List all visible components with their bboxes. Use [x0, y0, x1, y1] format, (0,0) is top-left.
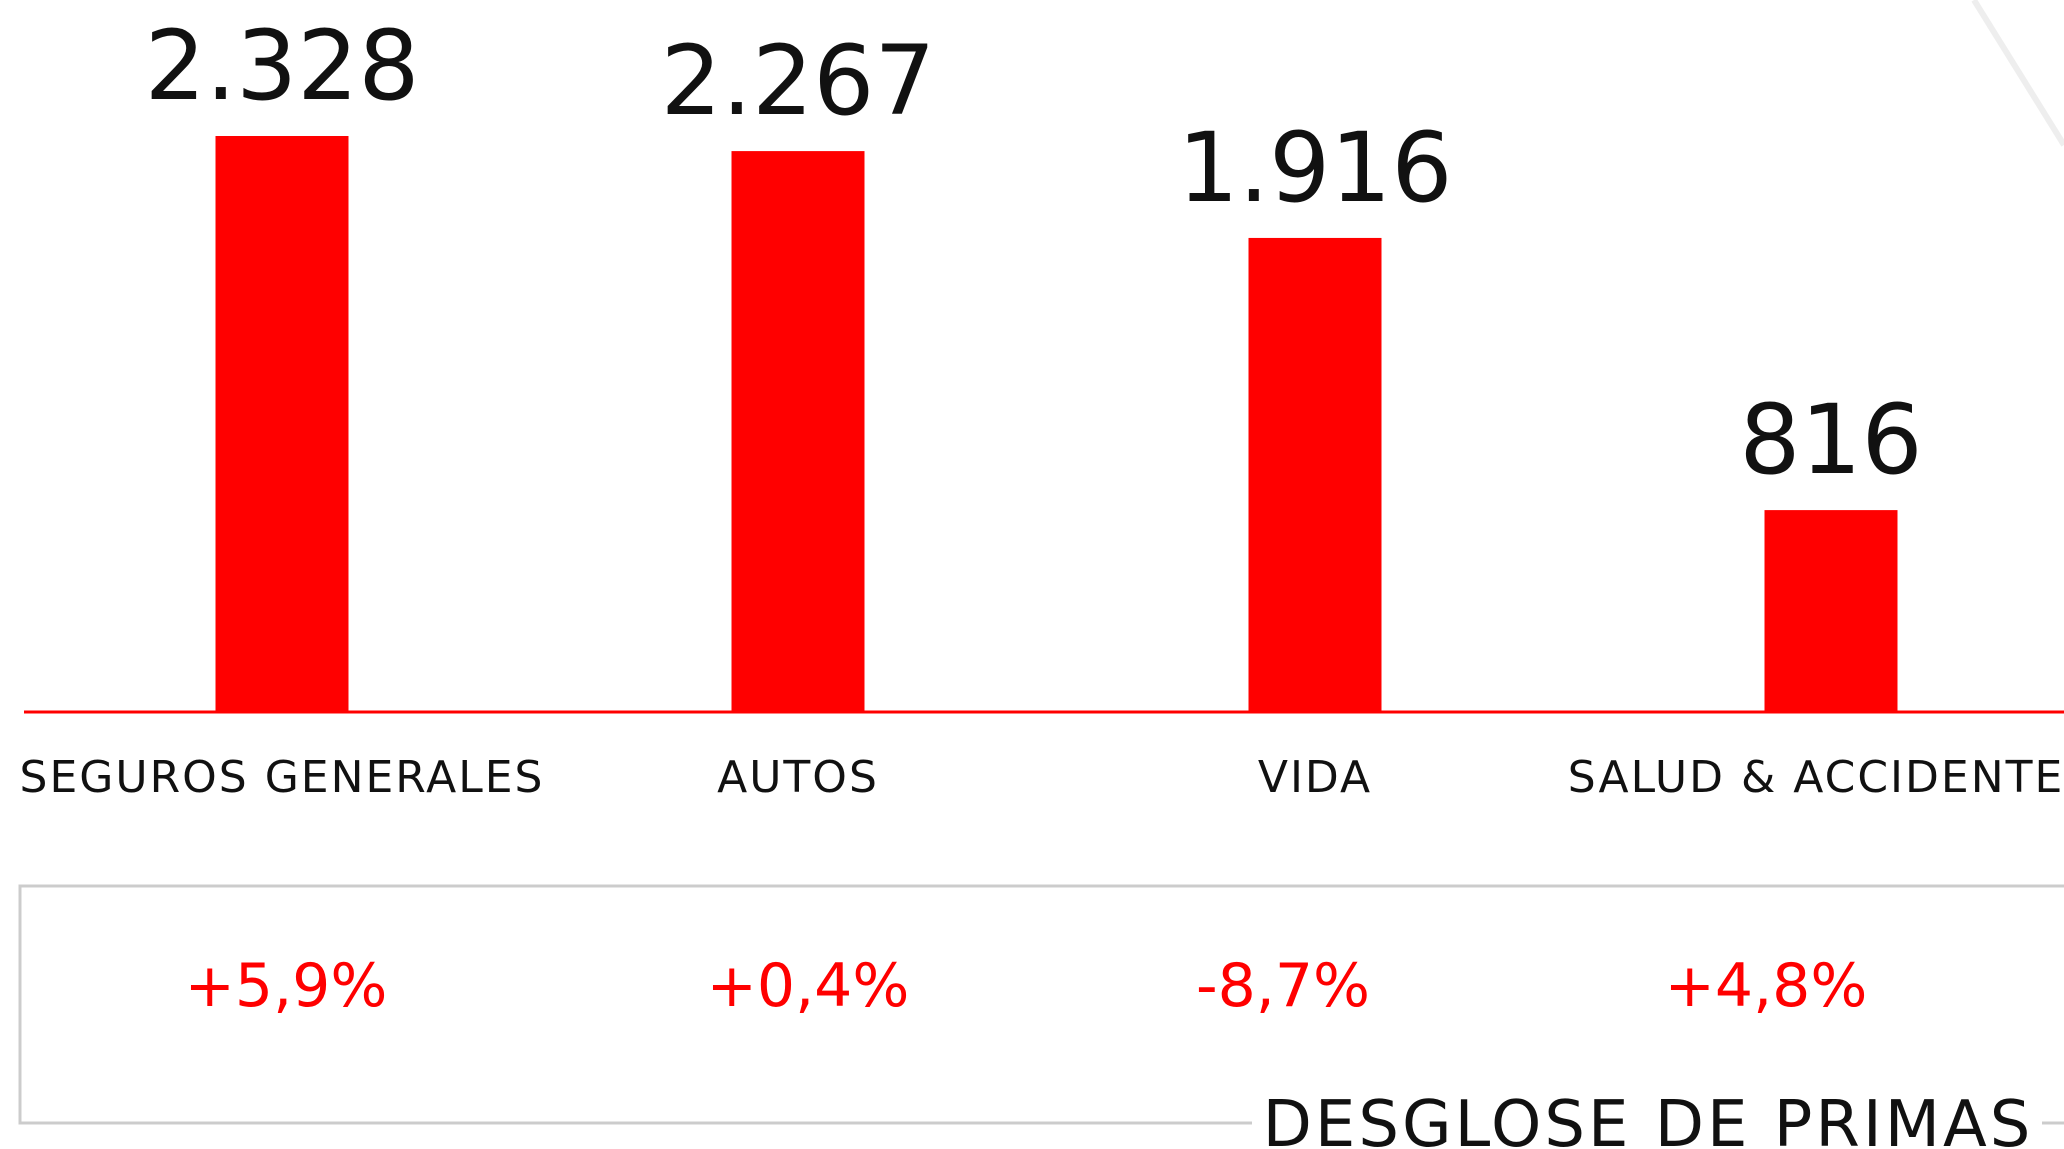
category-label: SEGUROS GENERALES [20, 752, 545, 803]
chart-title: DESGLOSE DE PRIMAS [1263, 1088, 2034, 1149]
value-label: 2.328 [145, 10, 420, 122]
bar [1764, 510, 1898, 712]
value-label: 1.916 [1178, 112, 1453, 224]
bar [731, 151, 865, 713]
value-label: 2.267 [661, 25, 936, 137]
change-box [18, 884, 2064, 1125]
category-label: AUTOS [717, 752, 879, 803]
category-label: SALUD & ACCIDENTES [1568, 752, 2064, 803]
bar [215, 136, 349, 712]
title-gap [1252, 1110, 2042, 1140]
change-label: +5,9% [185, 951, 388, 1021]
decor-line [1971, 0, 2064, 147]
change-label: +0,4% [707, 951, 910, 1021]
change-label: +4,8% [1665, 951, 1868, 1021]
change-label: -8,7% [1196, 951, 1370, 1021]
bar [1248, 237, 1382, 712]
category-label: VIDA [1258, 752, 1372, 803]
value-label: 816 [1739, 384, 1922, 496]
